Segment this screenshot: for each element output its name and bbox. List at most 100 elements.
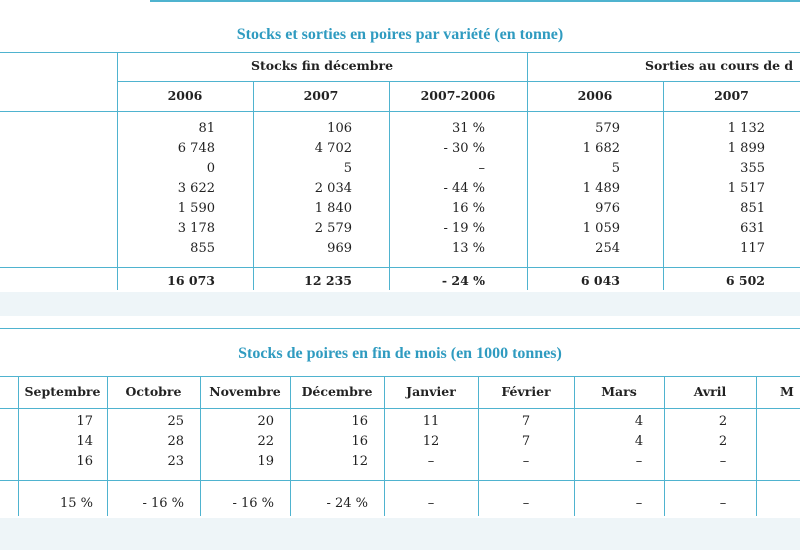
table-cell: 3 622 — [177, 181, 215, 196]
col-header: 2006 — [577, 88, 613, 103]
col-sep — [478, 376, 479, 516]
table-cell: – — [427, 454, 435, 469]
table-cell: 28 — [167, 434, 184, 449]
table-cell: 254 — [595, 241, 620, 256]
total-cell: - 24 % — [441, 273, 485, 288]
table-cell: 1 132 — [727, 121, 765, 136]
table-cell: 579 — [595, 121, 620, 136]
month-header: Novembre — [209, 384, 281, 399]
header-top-line — [0, 52, 800, 53]
table-cell: 851 — [740, 201, 765, 216]
table-cell: 5 — [611, 161, 620, 176]
col-sep — [253, 81, 254, 290]
table-cell: 7 — [521, 414, 531, 429]
table-cell: 16 — [351, 414, 368, 429]
table-cell: 1 059 — [582, 221, 620, 236]
month-header: Mars — [601, 384, 637, 399]
table-cell: 15 % — [59, 496, 93, 511]
table-cell: 12 — [351, 454, 368, 469]
table-cell: 22 — [257, 434, 274, 449]
table-cell: 3 178 — [177, 221, 215, 236]
table-cell: – — [522, 496, 530, 511]
table-cell: – — [478, 161, 486, 176]
table-cell: 19 — [257, 454, 274, 469]
col-header: 2006 — [167, 88, 203, 103]
header-bottom-line — [0, 111, 800, 112]
col-sep — [756, 376, 757, 516]
col-sep — [18, 376, 19, 516]
col-sep — [200, 376, 201, 516]
total-cell: 6 502 — [725, 273, 765, 288]
month-header: M — [780, 384, 794, 399]
month-header: Octobre — [125, 384, 182, 399]
table-cell: 2 — [718, 434, 728, 449]
col-sep — [107, 376, 108, 516]
col-sep — [527, 52, 528, 290]
table-cell: 4 — [634, 414, 644, 429]
table-cell: 355 — [740, 161, 765, 176]
table-shadow — [0, 292, 800, 316]
header-top-line — [0, 376, 800, 377]
col-sep — [389, 81, 390, 290]
table-cell: 1 899 — [727, 141, 765, 156]
table-cell: 17 — [76, 414, 93, 429]
table-cell: 2 — [718, 414, 728, 429]
table-cell: 31 % — [451, 121, 485, 136]
table-cell: – — [522, 454, 530, 469]
table-cell: 20 — [257, 414, 274, 429]
table-cell: - 30 % — [443, 141, 485, 156]
table-cell: - 44 % — [443, 181, 485, 196]
table-cell: 23 — [167, 454, 184, 469]
table1-title: Stocks et sorties en poires par variété … — [236, 26, 564, 43]
month-header: Avril — [693, 384, 727, 399]
table-cell: 11 — [422, 414, 440, 429]
col-header: 2007 — [714, 88, 749, 103]
col-sep — [663, 81, 664, 290]
table-cell: - 24 % — [326, 496, 368, 511]
col-sep — [664, 376, 665, 516]
table-cell: 117 — [740, 241, 765, 256]
table-cell: 81 — [198, 121, 215, 136]
table-cell: 5 — [343, 161, 352, 176]
table-cell: - 16 % — [232, 496, 274, 511]
col-header: 2007 — [303, 88, 339, 103]
table-cell: 1 489 — [582, 181, 620, 196]
header-mid-line — [117, 81, 800, 82]
table2-title: Stocks de poires en fin de mois (en 1000… — [238, 345, 562, 362]
month-header: Septembre — [24, 384, 101, 399]
table-cell: 969 — [327, 241, 352, 256]
group-header-sorties: Sorties au cours de d — [645, 58, 794, 73]
table-cell: 25 — [167, 414, 184, 429]
col-sep — [574, 376, 575, 516]
month-header: Décembre — [301, 384, 373, 399]
total-cell: 16 073 — [167, 273, 215, 288]
col-header: 2007-2006 — [420, 88, 496, 103]
separator-line — [0, 480, 800, 481]
table-cell: 4 702 — [314, 141, 352, 156]
group-header-stocks: Stocks fin décembre — [250, 58, 394, 73]
table-cell: – — [427, 496, 435, 511]
total-line — [0, 267, 800, 268]
table-cell: 16 — [76, 454, 93, 469]
table-cell: 16 % — [451, 201, 485, 216]
table-shadow — [0, 518, 800, 550]
table-cell: 16 — [351, 434, 368, 449]
table-cell: – — [635, 496, 643, 511]
table-cell: 631 — [740, 221, 765, 236]
table-cell: 4 — [634, 434, 644, 449]
table-cell: 14 — [76, 434, 93, 449]
table-cell: 1 517 — [727, 181, 765, 196]
table-cell: 13 % — [451, 241, 485, 256]
col-sep — [117, 52, 118, 290]
table-cell: 1 590 — [177, 201, 215, 216]
table-cell: 855 — [190, 241, 215, 256]
table-cell: 1 682 — [582, 141, 620, 156]
table-cell: 106 — [327, 121, 352, 136]
total-cell: 12 235 — [304, 273, 352, 288]
table-cell: 2 034 — [314, 181, 352, 196]
col-sep — [290, 376, 291, 516]
month-header: Janvier — [406, 384, 456, 399]
table-cell: 1 840 — [314, 201, 352, 216]
total-cell: 6 043 — [580, 273, 620, 288]
table-cell: - 16 % — [142, 496, 184, 511]
